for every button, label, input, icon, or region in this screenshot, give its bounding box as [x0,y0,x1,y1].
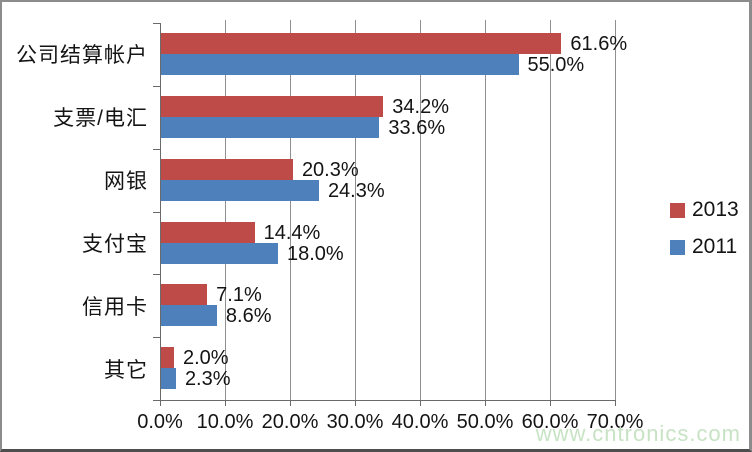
bar-value-label: 34.2% [392,95,450,118]
gridline [355,20,356,400]
bar-value-label: 14.4% [263,221,321,244]
bar-2013 [161,221,255,243]
bar-2013 [161,33,562,54]
x-axis-tick-label: 50.0% [456,411,514,433]
category-axis-tick [153,149,160,150]
bar-value-label: 24.3% [327,179,385,202]
category-label: 信用卡 [82,295,148,319]
gridline [225,20,226,400]
x-axis-tick [160,400,161,406]
bar-value-label: 55.0% [527,54,585,76]
legend-swatch-icon [670,239,685,255]
category-axis-tick [153,274,160,275]
bar-2011 [161,368,176,390]
bar-value-label: 18.0% [287,242,344,265]
category-axis-tick [153,212,160,213]
x-axis-tick [550,400,551,406]
bar-2013 [161,158,293,180]
category-label: 支票/电汇 [53,107,148,131]
x-axis-tick-label: 70.0% [586,411,644,433]
bar-2011 [161,179,319,201]
category-label: 网银 [104,170,148,194]
bar-2013 [161,347,174,369]
chart-legend: 2013 2011 [670,198,739,274]
watermark: www.cntronics.com [535,421,741,446]
gridline [420,20,421,400]
bar-value-label: 33.6% [388,116,446,139]
gridline [290,20,291,400]
legend-entry-2013: 2013 [670,198,739,221]
bar-2013 [161,95,384,117]
bar-2011 [161,242,278,264]
bar-value-label: 20.3% [301,158,359,181]
legend-entry-2011: 2011 [670,235,739,258]
bar-value-label: 8.6% [225,305,272,328]
category-axis-tick [153,337,160,338]
bar-value-label: 61.6% [570,33,628,55]
legend-label: 2013 [692,198,739,221]
x-axis-tick [485,400,486,406]
x-axis-tick-label: 40.0% [391,411,449,433]
category-axis-tick [153,23,160,24]
bar-2011 [161,54,519,75]
bar-value-label: 2.0% [183,347,229,370]
x-axis-tick [420,400,421,406]
x-axis-tick [290,400,291,406]
bar-value-label: 2.3% [184,368,231,391]
category-axis-line [160,23,161,400]
x-axis-tick-label: 0.0% [137,411,183,433]
bar-2011 [161,305,217,327]
category-label: 其它 [104,358,148,382]
category-label: 公司结算帐户 [16,44,148,68]
gridline [485,20,486,400]
value-axis-line [156,400,616,401]
x-axis-tick-label: 60.0% [521,411,579,433]
legend-swatch-icon [670,202,685,218]
legend-label: 2011 [692,235,738,258]
bar-2013 [161,284,208,306]
bar-value-label: 7.1% [216,284,262,307]
bar-2011 [161,116,380,138]
x-axis-tick-label: 30.0% [326,411,384,433]
category-axis-tick [153,400,160,401]
category-label: 支付宝 [82,232,148,256]
x-axis-tick-label: 20.0% [261,411,319,433]
gridline [550,20,551,400]
x-axis-tick [355,400,356,406]
gridline [615,20,616,400]
x-axis-tick [225,400,226,406]
x-axis-tick [615,400,616,406]
category-axis-tick [153,86,160,87]
x-axis-tick-label: 10.0% [196,411,254,433]
